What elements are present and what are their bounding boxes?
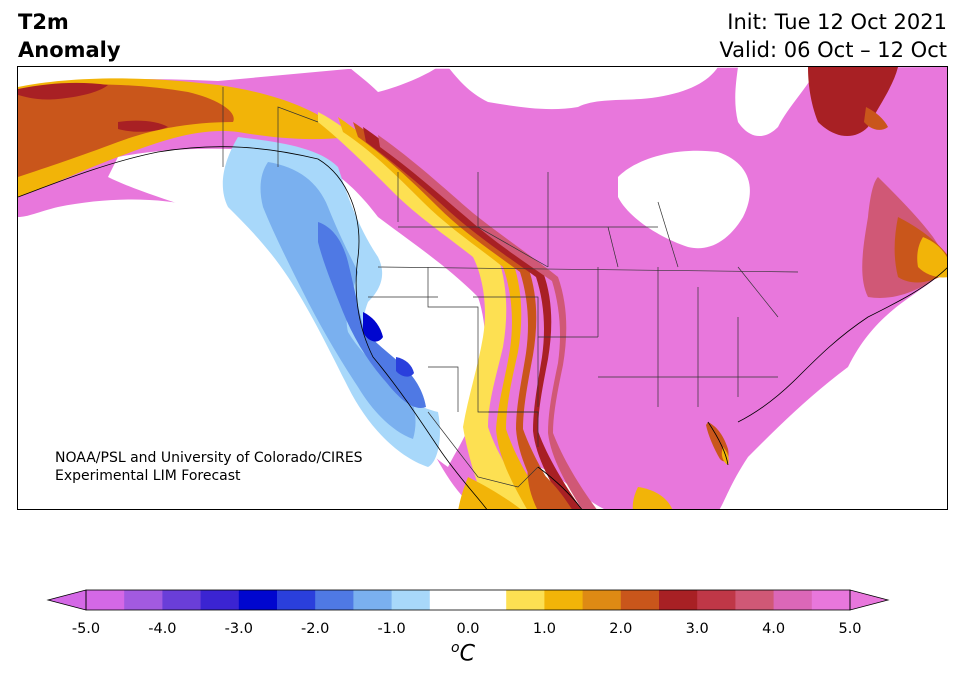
arctic-ocean — [349, 67, 818, 137]
colorbar-tick-label: 0.0 — [456, 621, 480, 637]
colorbar-segment — [238, 590, 278, 610]
colorbar-segment — [811, 590, 851, 610]
unit-letter: C — [459, 641, 475, 667]
credit-line-1: NOAA/PSL and University of Colorado/CIRE… — [55, 450, 363, 466]
colorbar-segment — [659, 590, 698, 610]
colorbar-tick-label: 1.0 — [532, 621, 556, 637]
colorbar-segment — [124, 590, 163, 610]
colorbar-tick-label: 4.0 — [762, 621, 786, 637]
colorbar-extend-low — [46, 589, 87, 611]
colorbar-segment — [468, 590, 507, 610]
coastline — [18, 146, 947, 509]
colorbar-segment — [620, 590, 660, 610]
colorbar-tick-label: 3.0 — [685, 621, 709, 637]
colorbar-tick-label: -3.0 — [224, 621, 253, 637]
colorbar-outline — [85, 589, 851, 611]
colorbar-segment — [773, 590, 813, 610]
newfoundland — [917, 237, 947, 278]
colorbar-segment — [353, 590, 393, 610]
colorbar-segment — [697, 590, 736, 610]
valid-range: Valid: 06 Oct – 12 Oct — [719, 38, 947, 62]
credit-text: NOAA/PSL and University of Colorado/CIRE… — [55, 449, 363, 485]
map-title: T2m Anomaly — [18, 8, 121, 64]
west-cold-core — [363, 312, 383, 342]
colorbar-extend-high — [849, 589, 890, 611]
title-variable: T2m — [18, 10, 69, 34]
colorbar — [46, 589, 890, 611]
colorbar-segment — [544, 590, 584, 610]
title-anomaly: Anomaly — [18, 38, 121, 62]
colorbar-segment — [86, 590, 125, 610]
alaska-warm-mid — [18, 84, 234, 177]
colorbar-tick-label: 5.0 — [838, 621, 862, 637]
greenland-tip-warm — [808, 67, 898, 137]
init-date: Init: Tue 12 Oct 2021 — [727, 10, 947, 34]
anomaly-map — [17, 66, 948, 510]
greenland-coast — [864, 107, 888, 130]
colorbar-segment — [277, 590, 316, 610]
alaska-warm-core — [18, 82, 168, 132]
colorbar-tick-label: 2.0 — [609, 621, 633, 637]
colorbar-tick-label: -1.0 — [377, 621, 406, 637]
credit-line-2: Experimental LIM Forecast — [55, 468, 241, 484]
plains-warm-yellow — [318, 112, 537, 509]
colorbar-tick-label: -5.0 — [71, 621, 101, 637]
colorbar-segment — [162, 590, 202, 610]
unit-degree: o — [451, 640, 460, 656]
colorbar-tick-label: -2.0 — [301, 621, 330, 637]
colorbar-segment — [315, 590, 354, 610]
forecast-dates: Init: Tue 12 Oct 2021 Valid: 06 Oct – 12… — [719, 8, 947, 64]
west-cold-strong — [318, 222, 426, 408]
colorbar-segment — [582, 590, 622, 610]
colorbar-unit: oC — [451, 640, 475, 666]
nevada-cold-core — [396, 357, 414, 377]
mexico-warm — [458, 477, 521, 509]
colorbar-segment — [506, 590, 545, 610]
colorbar-segment — [391, 590, 431, 610]
political-borders — [222, 87, 799, 488]
map-svg — [18, 67, 947, 509]
colorbar-tick-label: -4.0 — [148, 621, 177, 637]
hudson-bay — [618, 150, 750, 249]
colorbar-segment — [429, 590, 469, 610]
yucatan-warm — [632, 487, 673, 509]
mexico-hot — [527, 462, 572, 509]
colorbar-segment — [735, 590, 775, 610]
colorbar-segments — [86, 590, 851, 610]
colorbar-segment — [200, 590, 240, 610]
